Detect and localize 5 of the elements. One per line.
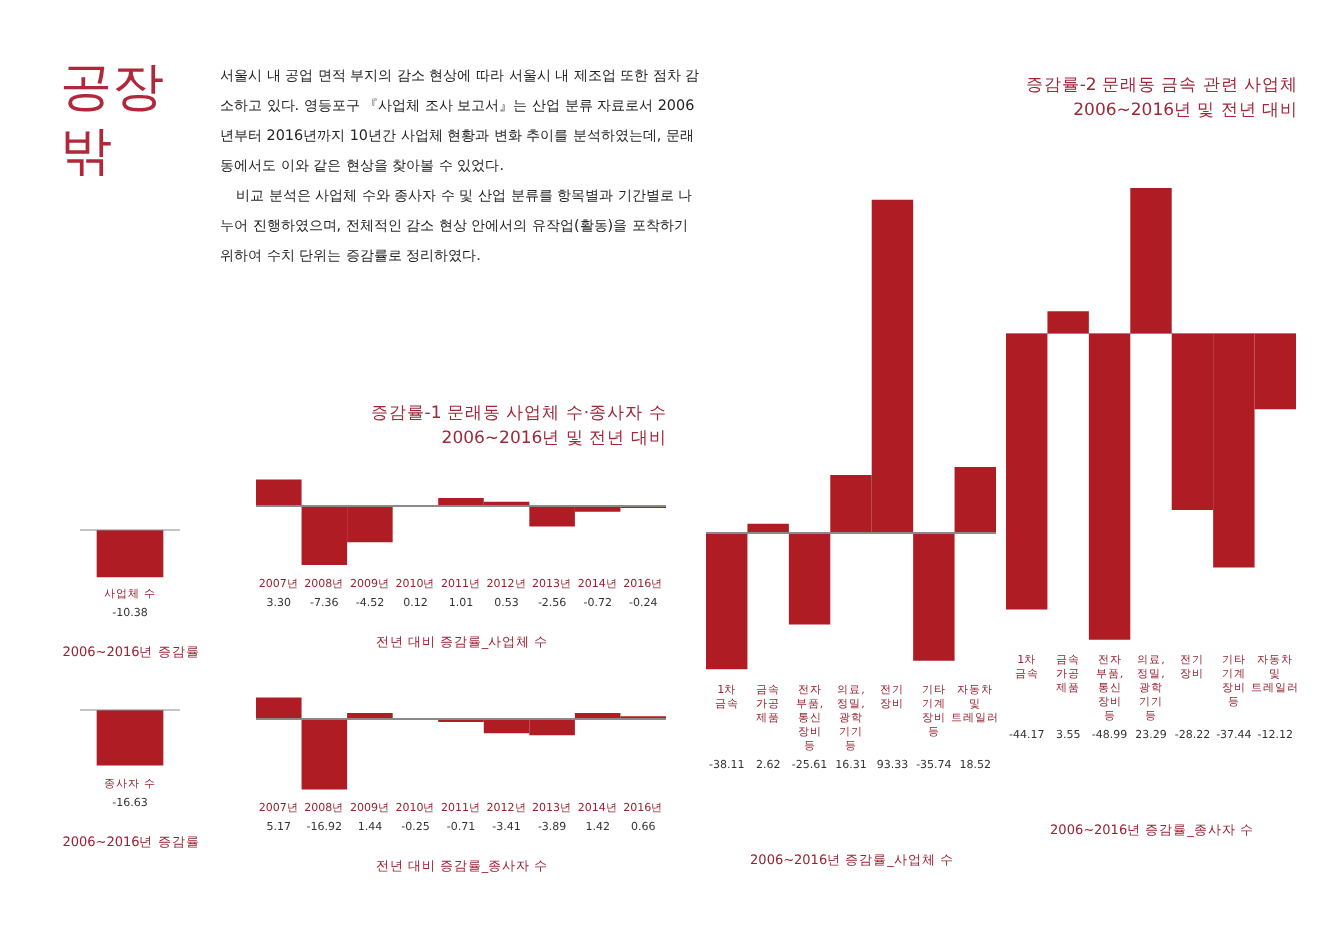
chart-title: 증감률-2 문래동 금속 관련 사업체 <box>1025 76 1299 96</box>
chart-title: 증감률-1 문래동 사업체 수·종사자 수 <box>370 404 667 424</box>
chart-subtitle: 2006~2016년 및 전년 대비 <box>441 429 667 449</box>
text: 공장 밖 <box>60 56 166 184</box>
chart-subtitle: 2006~2016년 및 전년 대비 <box>1073 101 1299 121</box>
